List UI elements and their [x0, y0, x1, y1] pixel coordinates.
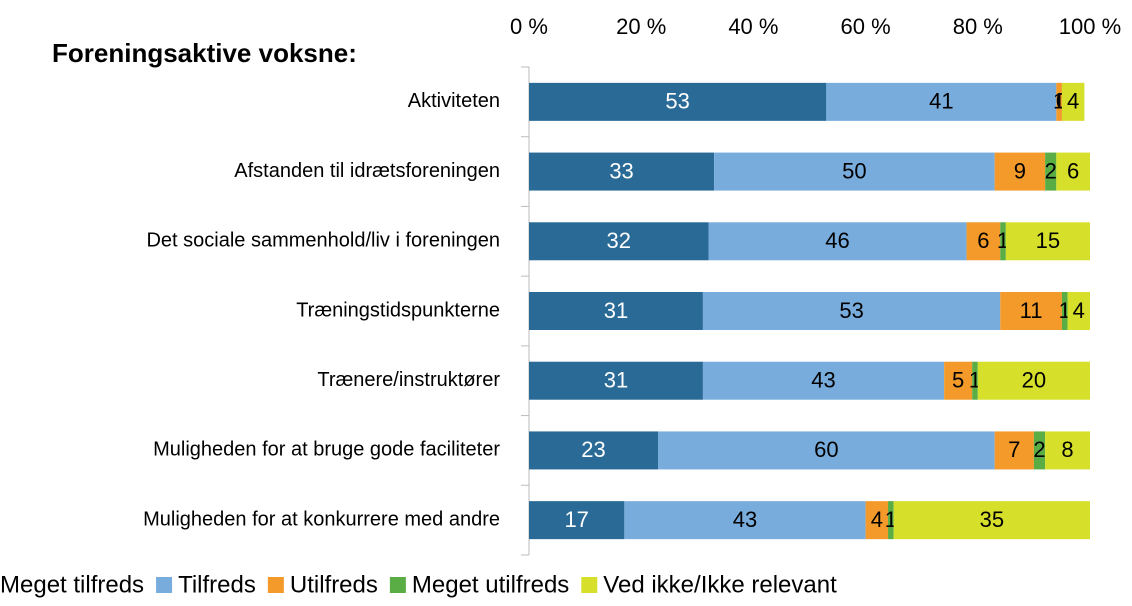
bar-segment [702, 292, 1001, 330]
bar-segment [708, 222, 967, 261]
data-label: 53 [839, 298, 863, 323]
bar-segment [1045, 431, 1090, 470]
data-label: 20 [1022, 368, 1046, 393]
x-tick-label: 0 % [510, 14, 548, 39]
chart-title: Foreningsaktive voksne: [52, 38, 357, 68]
data-label: 6 [977, 228, 989, 253]
bar-segment [658, 431, 995, 470]
bar-segment [1061, 292, 1068, 330]
bar-segment [1056, 152, 1090, 191]
bar-segment [529, 431, 659, 470]
x-tick-label: 100 % [1059, 14, 1121, 39]
legend-swatch [156, 577, 173, 593]
legend-label: Meget utilfreds [412, 571, 569, 598]
y-tick-label: Muligheden for at konkurrere med andre [143, 508, 500, 530]
data-label: 31 [604, 368, 628, 393]
bar-segment [1056, 82, 1062, 121]
bar-segment [1061, 82, 1085, 121]
data-label: 2 [1045, 158, 1057, 183]
bar-segment [994, 431, 1034, 470]
data-label: 7 [1008, 437, 1020, 462]
bar-segment [714, 152, 995, 191]
bar-segment [972, 361, 978, 400]
legend-label: Utilfreds [290, 571, 378, 598]
data-label: 11 [1020, 298, 1043, 323]
bar-segment [966, 222, 1001, 261]
bar-segment [1033, 431, 1046, 470]
legend-label: Meget tilfreds [0, 571, 144, 598]
data-label: 43 [811, 368, 835, 393]
data-label: 31 [604, 298, 628, 323]
data-label: 43 [733, 507, 757, 532]
data-label: 60 [814, 437, 838, 462]
data-label: 4 [871, 507, 883, 532]
y-tick-label: Træningstidspunkterne [296, 299, 500, 321]
data-label: 32 [607, 228, 631, 253]
y-tick-label: Trænere/instruktører [317, 369, 500, 391]
data-label: 17 [564, 507, 588, 532]
bar-segment [893, 501, 1090, 540]
data-label: 5 [952, 368, 964, 393]
legend-swatch [581, 577, 598, 593]
data-label: 4 [1073, 298, 1085, 323]
data-label: 46 [825, 228, 849, 253]
data-label: 9 [1014, 158, 1026, 183]
data-label: 8 [1061, 437, 1073, 462]
bar-segment [944, 361, 973, 400]
data-label: 6 [1067, 158, 1079, 183]
bar-segment [826, 82, 1057, 121]
bar-segment [1067, 292, 1090, 330]
bar-segment [529, 361, 703, 400]
y-tick-label: Muligheden for at bruge gode faciliteter [153, 439, 500, 461]
bar-segment [529, 152, 715, 191]
data-label: 33 [609, 158, 633, 183]
data-label: 41 [929, 89, 953, 114]
bar-segment [1005, 222, 1090, 261]
x-tick-label: 20 % [616, 14, 666, 39]
y-tick-label: Aktiviteten [408, 90, 500, 112]
legend-swatch [389, 577, 406, 593]
data-label: 53 [665, 89, 689, 114]
data-label: 4 [1067, 89, 1079, 114]
bar-segment [624, 501, 866, 540]
bar-segment [1045, 152, 1057, 191]
data-label: 50 [842, 158, 866, 183]
data-label: 15 [1036, 228, 1060, 253]
bar-segment [1000, 292, 1062, 330]
legend-label: Ved ikke/Ikke relevant [603, 571, 837, 598]
bar-segment [865, 501, 889, 540]
x-tick-label: 80 % [953, 14, 1003, 39]
bar-segment [529, 292, 703, 330]
bar-segment [977, 361, 1090, 400]
bar-segment [702, 361, 945, 400]
x-tick-label: 40 % [728, 14, 778, 39]
bar-segment [888, 501, 894, 540]
bar-segment [994, 152, 1046, 191]
bar-segment [1000, 222, 1006, 261]
data-label: 23 [581, 437, 605, 462]
x-tick-label: 60 % [841, 14, 891, 39]
data-label: 35 [980, 507, 1004, 532]
legend-label: Tilfreds [178, 571, 256, 598]
legend-swatch [267, 577, 284, 593]
bar-segment [529, 222, 709, 261]
data-label: 2 [1033, 437, 1045, 462]
y-tick-label: Afstanden til idrætsforeningen [234, 160, 500, 182]
bar-segment [529, 501, 625, 540]
y-tick-label: Det sociale sammenhold/liv i foreningen [146, 230, 500, 252]
bar-segment [529, 82, 827, 121]
